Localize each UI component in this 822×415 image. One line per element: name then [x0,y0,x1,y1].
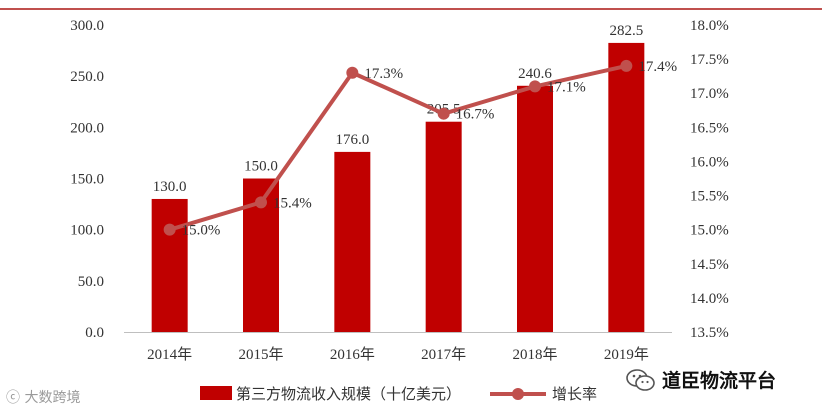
y-right-tick-label: 15.0% [690,223,729,239]
bar-value-label: 240.6 [518,66,552,82]
growth-rate-point [163,223,176,236]
y-left-tick-label: 50.0 [78,274,104,290]
x-tick-label: 2015年 [238,346,283,363]
bar-value-label: 282.5 [609,23,643,39]
growth-rate-point [346,66,359,79]
bar-2019年 [608,42,645,333]
growth-rate-label: 17.4% [638,59,677,75]
y-left-tick-label: 0.0 [85,325,104,341]
y-right-tick-label: 16.5% [690,120,729,136]
x-tick-label: 2018年 [512,346,557,363]
x-tick-label: 2014年 [147,346,192,363]
growth-rate-label: 17.1% [547,79,586,95]
bar-2016年 [334,151,371,332]
growth-rate-point [529,80,541,93]
growth-rate-label: 15.4% [273,195,312,211]
bar-value-label: 130.0 [153,179,187,195]
y-right-tick-label: 13.5% [690,325,729,341]
y-right-tick-label: 15.5% [690,189,729,205]
watermark-right: 道臣物流平台 [626,366,776,393]
growth-rate-point [255,196,267,209]
y-right-tick-label: 14.5% [690,257,729,273]
bar-value-label: 150.0 [244,159,278,175]
x-tick-label: 2016年 [330,346,375,363]
growth-rate-label: 17.3% [364,66,403,82]
growth-rate-label: 15.0% [182,223,221,239]
growth-rate-point [437,107,450,120]
legend-line-marker [512,388,524,400]
growth-rate-point [620,59,633,72]
legend-bar-label: 第三方物流收入规模（十亿美元） [236,385,461,403]
watermark-left: ⓒ 大数跨境 [6,390,81,406]
y-right-tick-label: 14.0% [690,291,729,307]
x-tick-label: 2019年 [604,346,649,363]
top-divider-line [0,8,822,10]
bar-2018年 [517,85,553,332]
legend-bar-swatch [200,386,232,400]
y-right-tick-label: 17.0% [690,86,729,102]
y-left-tick-label: 100.0 [70,223,104,239]
y-left-tick-label: 250.0 [70,69,104,85]
y-left-tick-label: 150.0 [70,172,104,188]
bar-2017年 [425,121,462,332]
y-right-tick-label: 18.0% [690,18,729,34]
bar-value-label: 176.0 [335,132,369,148]
wechat-icon [626,368,655,391]
watermark-right-text: 道臣物流平台 [662,370,777,392]
y-right-tick-label: 16.0% [690,154,729,170]
legend-line-label: 增长率 [552,385,597,403]
y-left-tick-label: 300.0 [70,18,104,34]
y-left-tick-label: 200.0 [70,120,104,136]
x-tick-label: 2017年 [421,346,466,363]
y-right-tick-label: 17.5% [690,52,729,68]
bar-2014年 [151,198,188,332]
growth-rate-label: 16.7% [456,107,495,123]
growth-rate-line [169,63,627,232]
